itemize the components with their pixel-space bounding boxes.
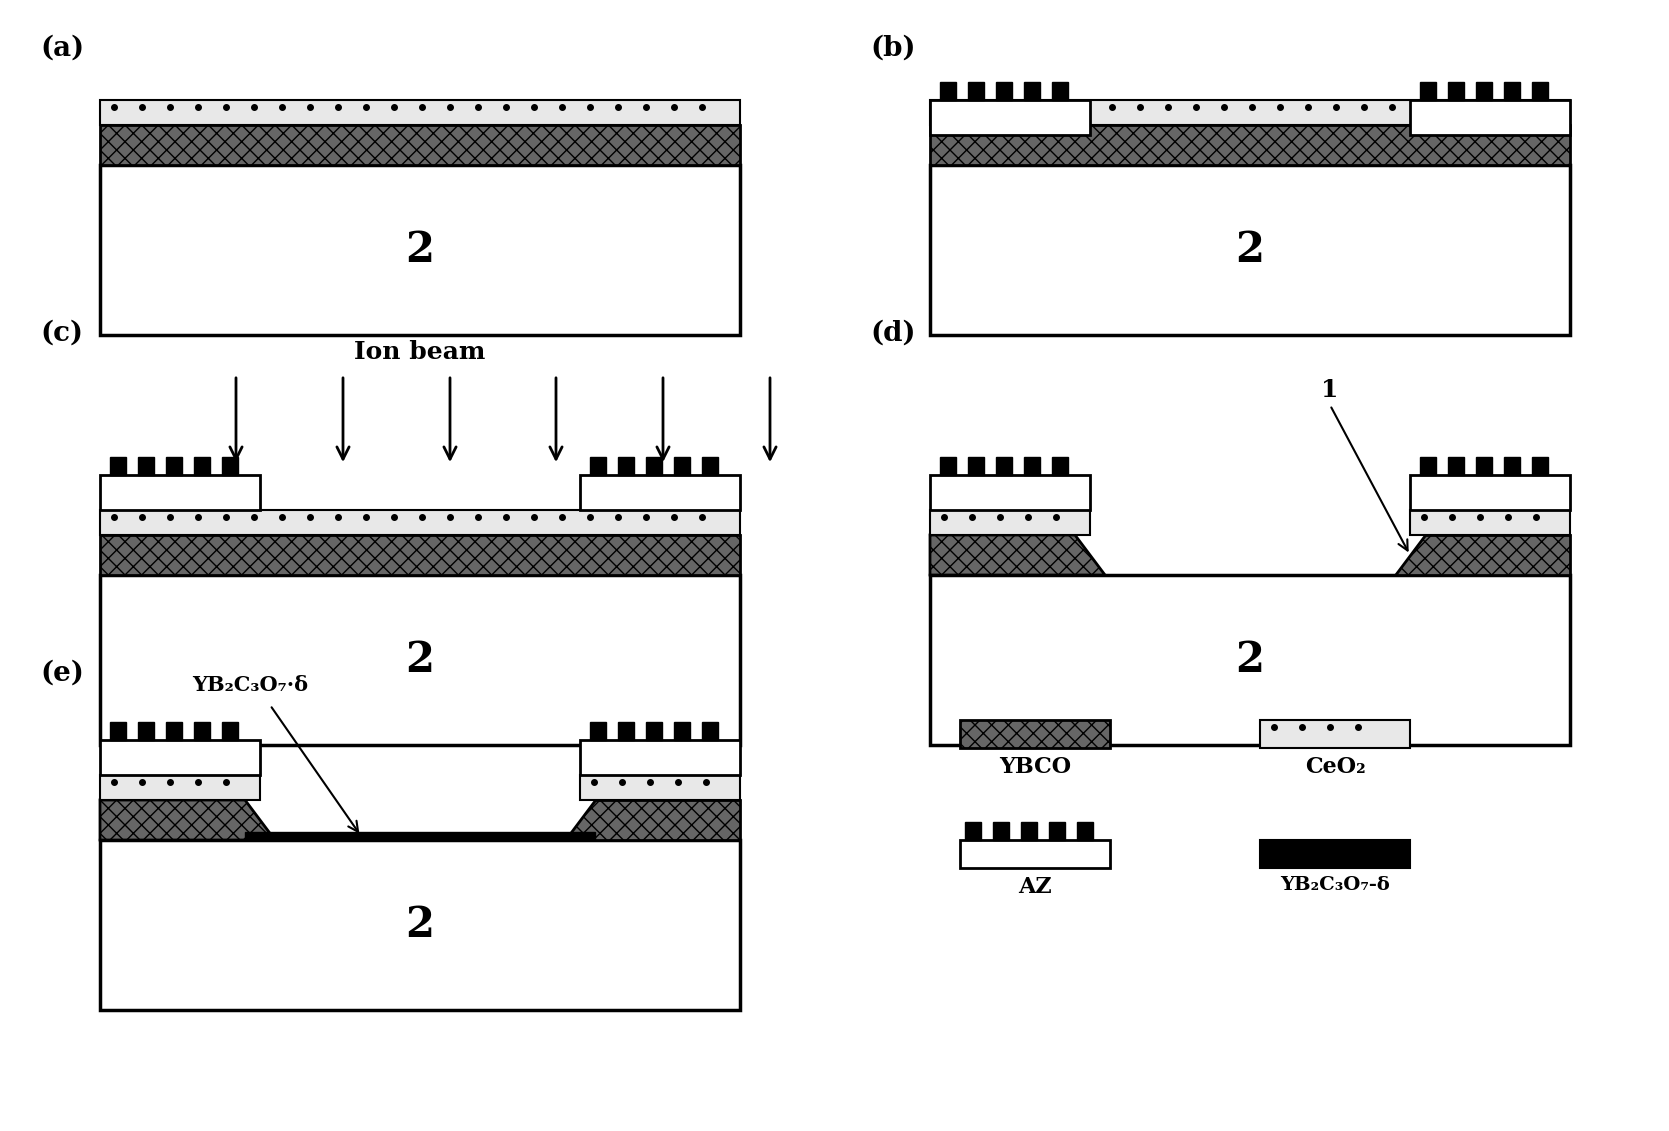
- Bar: [1025, 83, 1040, 100]
- Text: YB₂C₃O₇·δ: YB₂C₃O₇·δ: [192, 675, 309, 696]
- Bar: [100, 165, 739, 335]
- Bar: [674, 722, 689, 740]
- Bar: [1449, 457, 1464, 475]
- Bar: [968, 457, 985, 475]
- Bar: [1260, 720, 1410, 748]
- Bar: [194, 457, 210, 475]
- Bar: [222, 722, 239, 740]
- Bar: [930, 126, 1571, 165]
- Bar: [930, 100, 1571, 126]
- Bar: [968, 83, 985, 100]
- Bar: [1504, 83, 1520, 100]
- Bar: [1410, 510, 1571, 535]
- Bar: [100, 840, 739, 1010]
- Bar: [1021, 822, 1036, 840]
- Text: (a): (a): [40, 35, 83, 62]
- Polygon shape: [566, 800, 739, 840]
- Text: 2: 2: [406, 904, 434, 946]
- Bar: [930, 475, 1090, 510]
- Bar: [930, 575, 1571, 745]
- Bar: [618, 722, 634, 740]
- Bar: [674, 457, 689, 475]
- Bar: [581, 475, 739, 510]
- Bar: [940, 83, 956, 100]
- Bar: [646, 722, 663, 740]
- Bar: [1504, 457, 1520, 475]
- Text: YBCO: YBCO: [1000, 756, 1071, 778]
- Bar: [100, 575, 739, 745]
- Bar: [1475, 457, 1492, 475]
- Bar: [1050, 822, 1065, 840]
- Bar: [1532, 457, 1549, 475]
- Text: (b): (b): [870, 35, 916, 62]
- Bar: [960, 720, 1110, 748]
- Bar: [591, 722, 606, 740]
- Text: 1: 1: [1322, 378, 1339, 402]
- Bar: [1410, 475, 1571, 510]
- Text: 2: 2: [1235, 639, 1265, 681]
- Bar: [646, 457, 663, 475]
- Bar: [165, 457, 182, 475]
- Bar: [1077, 822, 1093, 840]
- Bar: [110, 722, 125, 740]
- Text: Ion beam: Ion beam: [354, 340, 486, 364]
- Bar: [139, 457, 154, 475]
- Bar: [100, 775, 260, 800]
- Bar: [996, 457, 1011, 475]
- Bar: [100, 740, 260, 775]
- Polygon shape: [100, 800, 275, 840]
- Bar: [940, 457, 956, 475]
- Text: CeO₂: CeO₂: [1305, 756, 1365, 778]
- Bar: [1420, 457, 1435, 475]
- Polygon shape: [1395, 535, 1571, 575]
- Bar: [1410, 100, 1571, 135]
- Bar: [960, 840, 1110, 867]
- Bar: [165, 722, 182, 740]
- Bar: [930, 165, 1571, 335]
- Bar: [993, 822, 1010, 840]
- Text: 2: 2: [406, 639, 434, 681]
- Bar: [1025, 457, 1040, 475]
- Bar: [1532, 83, 1549, 100]
- Bar: [100, 100, 739, 126]
- Bar: [930, 510, 1090, 535]
- Bar: [965, 822, 981, 840]
- Polygon shape: [930, 535, 1105, 575]
- Bar: [110, 457, 125, 475]
- Bar: [194, 722, 210, 740]
- Bar: [100, 510, 739, 535]
- Bar: [591, 457, 606, 475]
- Text: YB₂C₃O₇-δ: YB₂C₃O₇-δ: [1280, 877, 1390, 893]
- Text: (e): (e): [40, 661, 83, 687]
- Bar: [581, 775, 739, 800]
- Bar: [1051, 457, 1068, 475]
- Bar: [1420, 83, 1435, 100]
- Bar: [1260, 840, 1410, 867]
- Text: AZ: AZ: [1018, 877, 1051, 898]
- Bar: [618, 457, 634, 475]
- Bar: [100, 475, 260, 510]
- Text: (c): (c): [40, 320, 83, 347]
- Bar: [1449, 83, 1464, 100]
- Bar: [1051, 83, 1068, 100]
- Text: 2: 2: [406, 228, 434, 271]
- Text: 2: 2: [1235, 228, 1265, 271]
- Text: (d): (d): [870, 320, 916, 347]
- Bar: [100, 535, 739, 575]
- Bar: [222, 457, 239, 475]
- Bar: [139, 722, 154, 740]
- Bar: [703, 722, 718, 740]
- Bar: [1475, 83, 1492, 100]
- Bar: [703, 457, 718, 475]
- Bar: [996, 83, 1011, 100]
- Bar: [245, 832, 596, 840]
- Bar: [100, 126, 739, 165]
- Bar: [930, 100, 1090, 135]
- Bar: [581, 740, 739, 775]
